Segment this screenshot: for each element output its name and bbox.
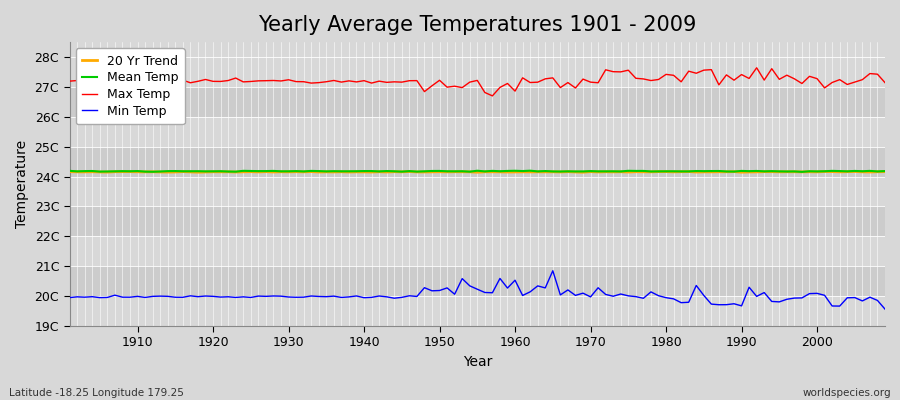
- Min Temp: [336, 295, 346, 300]
- Max Temp: [291, 79, 302, 84]
- Min Temp: [291, 295, 302, 300]
- Bar: [69, 117, 885, 147]
- Line: Mean Temp: Mean Temp: [69, 171, 885, 172]
- Min Temp: [608, 294, 618, 299]
- Mean Temp: [525, 168, 535, 173]
- Text: worldspecies.org: worldspecies.org: [803, 388, 891, 398]
- Title: Yearly Average Temperatures 1901 - 2009: Yearly Average Temperatures 1901 - 2009: [258, 15, 697, 35]
- Y-axis label: Temperature: Temperature: [15, 140, 29, 228]
- Max Temp: [336, 80, 346, 84]
- Mean Temp: [124, 169, 135, 174]
- 20 Yr Trend: [578, 170, 589, 175]
- Mean Temp: [336, 169, 346, 174]
- Line: Min Temp: Min Temp: [69, 271, 885, 309]
- Bar: [69, 176, 885, 206]
- Mean Temp: [509, 168, 520, 173]
- Line: Max Temp: Max Temp: [69, 68, 885, 96]
- Bar: [69, 206, 885, 236]
- X-axis label: Year: Year: [463, 355, 492, 369]
- 20 Yr Trend: [502, 170, 513, 174]
- 20 Yr Trend: [819, 169, 830, 174]
- Mean Temp: [64, 168, 75, 173]
- Text: Latitude -18.25 Longitude 179.25: Latitude -18.25 Longitude 179.25: [9, 388, 184, 398]
- Bar: [69, 266, 885, 296]
- Min Temp: [509, 278, 520, 283]
- Mean Temp: [608, 169, 618, 174]
- Max Temp: [608, 69, 618, 74]
- Min Temp: [547, 268, 558, 273]
- 20 Yr Trend: [509, 170, 520, 174]
- Max Temp: [752, 65, 762, 70]
- Mean Temp: [291, 169, 302, 174]
- Min Temp: [879, 307, 890, 312]
- 20 Yr Trend: [879, 169, 890, 174]
- Max Temp: [518, 76, 528, 80]
- Mean Temp: [502, 168, 513, 173]
- Max Temp: [879, 80, 890, 85]
- Legend: 20 Yr Trend, Mean Temp, Max Temp, Min Temp: 20 Yr Trend, Mean Temp, Max Temp, Min Te…: [76, 48, 184, 124]
- Mean Temp: [879, 169, 890, 174]
- Bar: [69, 87, 885, 117]
- Max Temp: [124, 78, 135, 83]
- Max Temp: [487, 94, 498, 98]
- Min Temp: [502, 286, 513, 290]
- Bar: [69, 57, 885, 87]
- 20 Yr Trend: [124, 169, 135, 174]
- Bar: [69, 147, 885, 176]
- Min Temp: [124, 295, 135, 300]
- Mean Temp: [796, 170, 807, 174]
- 20 Yr Trend: [291, 169, 302, 174]
- 20 Yr Trend: [608, 170, 618, 174]
- Bar: [69, 296, 885, 326]
- Bar: [69, 236, 885, 266]
- Min Temp: [64, 295, 75, 300]
- 20 Yr Trend: [64, 169, 75, 174]
- 20 Yr Trend: [336, 169, 346, 174]
- Max Temp: [64, 79, 75, 84]
- Max Temp: [509, 89, 520, 94]
